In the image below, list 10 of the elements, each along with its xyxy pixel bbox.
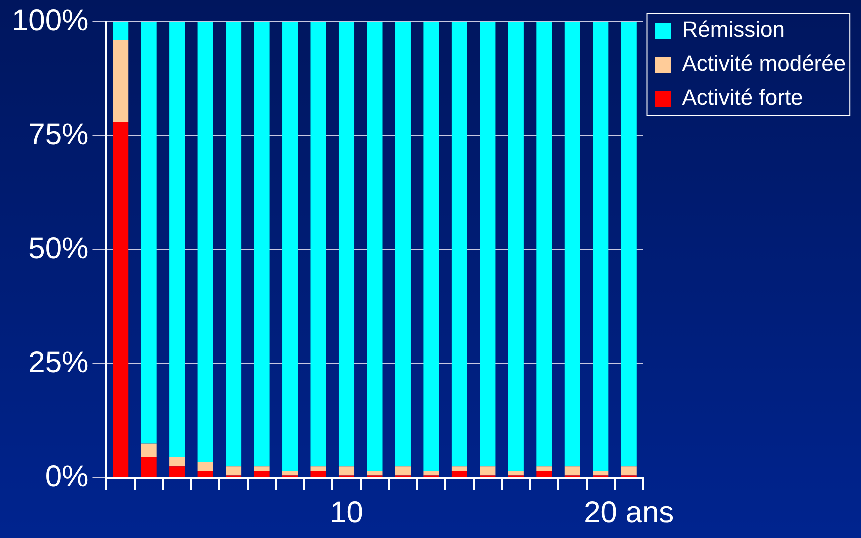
y-tick-label: 50% (28, 232, 89, 266)
legend-label: Rémission (682, 17, 785, 42)
y-tick-label: 25% (28, 346, 89, 380)
legend-label: Activité modérée (682, 51, 846, 76)
legend-label: Activité forte (682, 85, 804, 110)
y-tick-label: 75% (28, 118, 89, 152)
x-tick-label: 20 ans (584, 496, 674, 530)
x-tick-label: 10 (330, 496, 364, 530)
y-tick-label: 0% (45, 460, 89, 494)
y-tick-label: 100% (12, 4, 89, 38)
